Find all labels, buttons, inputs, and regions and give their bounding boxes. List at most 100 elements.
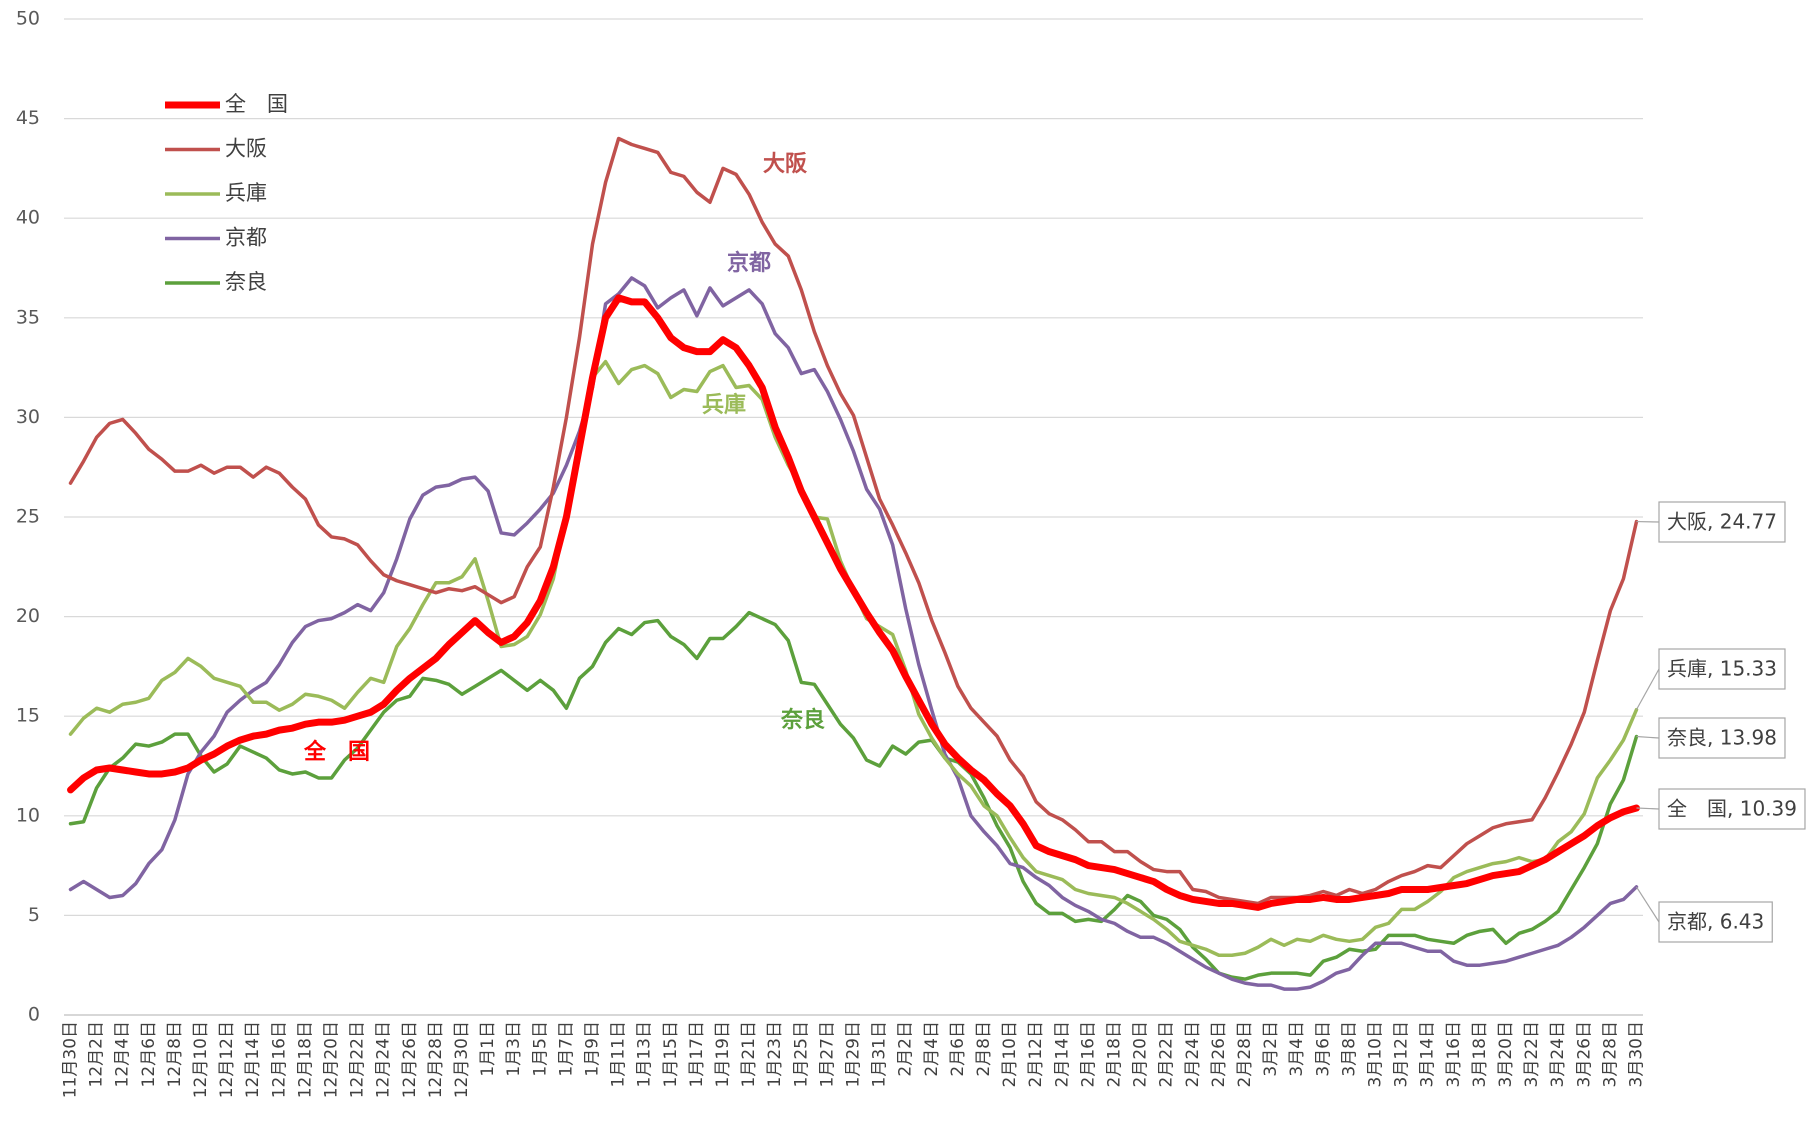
- x-tick-label: 2月12日: [1026, 1021, 1046, 1087]
- x-tick-label: 3月6日: [1313, 1021, 1333, 1077]
- leader-line: [1636, 735, 1660, 739]
- x-tick-label: 2月24日: [1183, 1021, 1203, 1087]
- x-tick-label: 1月15日: [661, 1021, 681, 1087]
- x-tick-label: 3月2日: [1261, 1021, 1281, 1077]
- x-tick-label: 2月26日: [1209, 1021, 1229, 1087]
- x-tick-label: 3月4日: [1287, 1021, 1307, 1077]
- x-tick-label: 11月30日: [61, 1021, 81, 1098]
- x-tick-label: 3月16日: [1444, 1021, 1464, 1087]
- x-tick-label: 3月24日: [1548, 1021, 1568, 1087]
- y-tick-label: 10: [16, 804, 40, 826]
- leader-line: [1636, 807, 1660, 810]
- y-tick-label: 20: [16, 605, 40, 627]
- x-tick-label: 2月2日: [896, 1021, 916, 1077]
- x-tick-label: 12月18日: [295, 1021, 315, 1098]
- legend-label: 大阪: [225, 137, 267, 161]
- y-tick-label: 0: [28, 1004, 40, 1026]
- series-line: [68, 136, 1639, 906]
- x-tick-label: 3月22日: [1522, 1021, 1542, 1087]
- x-tick-label: 12月28日: [426, 1021, 446, 1098]
- x-tick-label: 12月20日: [322, 1021, 342, 1098]
- x-tick-label: 3月28日: [1600, 1021, 1620, 1087]
- y-tick-label: 50: [16, 8, 40, 30]
- series-label: 京都: [727, 250, 771, 276]
- x-tick-label: 1月23日: [765, 1021, 785, 1087]
- x-tick-label: 1月19日: [713, 1021, 733, 1087]
- end-label: 兵庫, 15.33: [1667, 657, 1777, 681]
- x-tick-label: 12月24日: [374, 1021, 394, 1098]
- legend-label: 奈良: [225, 270, 267, 294]
- callout-box: [1658, 901, 1773, 943]
- x-tick-label: 2月16日: [1078, 1021, 1098, 1087]
- series-label: 奈良: [780, 707, 825, 733]
- x-tick-label: 1月17日: [687, 1021, 707, 1087]
- x-tick-label: 12月8日: [165, 1021, 185, 1087]
- series-label: 全 国: [303, 739, 370, 765]
- y-tick-label: 25: [16, 506, 40, 528]
- x-tick-label: 2月28日: [1235, 1021, 1255, 1087]
- x-tick-label: 12月4日: [113, 1021, 133, 1087]
- x-tick-label: 1月5日: [530, 1021, 550, 1077]
- x-tick-label: 12月16日: [269, 1021, 289, 1098]
- x-tick-label: 12月26日: [400, 1021, 420, 1098]
- end-label: 大阪, 24.77: [1667, 510, 1777, 534]
- x-tick-label: 12月2日: [87, 1021, 107, 1087]
- x-tick-label: 1月27日: [817, 1021, 837, 1087]
- x-tick-label: 12月10日: [191, 1021, 211, 1098]
- legend-label: 全 国: [225, 92, 288, 116]
- callout-box: [1658, 788, 1806, 830]
- x-tick-label: 12月22日: [348, 1021, 368, 1098]
- y-tick-label: 40: [16, 207, 40, 229]
- x-tick-label: 1月25日: [791, 1021, 811, 1087]
- x-tick-label: 2月8日: [974, 1021, 994, 1077]
- end-callout: 兵庫, 15.33: [1635, 648, 1786, 710]
- series-label: 大阪: [763, 152, 807, 177]
- x-tick-label: 3月26日: [1574, 1021, 1594, 1087]
- legend-label: 兵庫: [225, 181, 267, 205]
- x-tick-label: 1月21日: [739, 1021, 759, 1087]
- callout-box: [1658, 501, 1786, 543]
- x-tick-label: 2月4日: [922, 1021, 942, 1077]
- x-tick-label: 3月12日: [1392, 1021, 1412, 1087]
- x-tick-label: 3月18日: [1470, 1021, 1490, 1087]
- end-label: 京都, 6.43: [1667, 910, 1764, 934]
- x-tick-label: 1月7日: [556, 1021, 576, 1077]
- end-label: 全 国, 10.39: [1667, 797, 1797, 821]
- x-tick-label: 2月14日: [1052, 1021, 1072, 1087]
- x-tick-label: 1月3日: [504, 1021, 524, 1077]
- x-tick-label: 3月30日: [1626, 1021, 1646, 1087]
- x-tick-label: 3月10日: [1365, 1021, 1385, 1087]
- x-tick-label: 12月14日: [243, 1021, 263, 1098]
- x-tick-label: 12月12日: [217, 1021, 237, 1098]
- x-tick-label: 2月22日: [1157, 1021, 1177, 1087]
- series-line: [68, 276, 1639, 991]
- x-tick-label: 2月10日: [1000, 1021, 1020, 1087]
- x-tick-label: 1月29日: [844, 1021, 864, 1087]
- y-tick-label: 45: [16, 107, 40, 129]
- x-tick-label: 12月30日: [452, 1021, 472, 1098]
- x-tick-label: 3月20日: [1496, 1021, 1516, 1087]
- y-tick-label: 15: [16, 705, 40, 727]
- x-tick-label: 1月11日: [609, 1021, 629, 1087]
- x-tick-label: 1月13日: [635, 1021, 655, 1087]
- x-tick-label: 2月18日: [1104, 1021, 1124, 1087]
- x-tick-label: 12月6日: [139, 1021, 159, 1087]
- x-tick-label: 1月31日: [870, 1021, 890, 1087]
- leader-line: [1635, 668, 1660, 710]
- x-tick-label: 1月1日: [478, 1021, 498, 1077]
- callout-box: [1658, 648, 1786, 690]
- end-label: 奈良, 13.98: [1667, 726, 1777, 750]
- x-tick-label: 3月8日: [1339, 1021, 1359, 1077]
- end-callout: 奈良, 13.98: [1636, 717, 1786, 759]
- x-tick-label: 2月20日: [1131, 1021, 1151, 1087]
- series-line: [67, 294, 1640, 911]
- end-callout: 大阪, 24.77: [1636, 501, 1786, 543]
- callout-box: [1658, 717, 1786, 759]
- series-label: 兵庫: [702, 392, 746, 418]
- leader-line: [1635, 886, 1660, 923]
- y-tick-label: 35: [16, 306, 40, 328]
- x-tick-label: 3月14日: [1418, 1021, 1438, 1087]
- x-tick-label: 2月6日: [948, 1021, 968, 1077]
- x-tick-label: 1月9日: [583, 1021, 603, 1077]
